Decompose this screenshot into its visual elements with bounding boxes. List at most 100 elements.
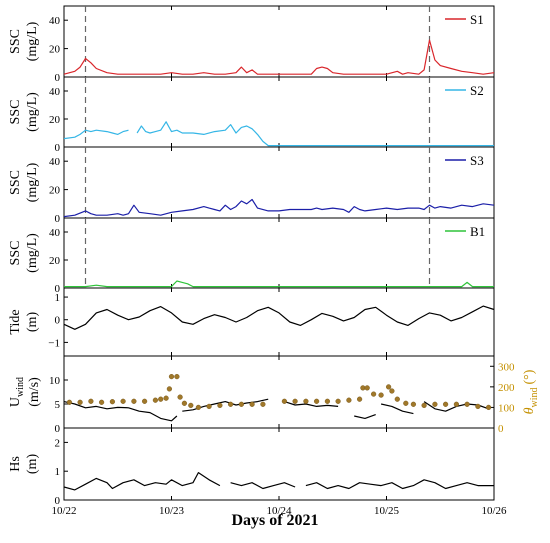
y-axis-title: SSC (mg/L) xyxy=(8,233,40,273)
y-axis-title-line: (mg/L) xyxy=(25,92,40,132)
panel-hs: 0 1 2 Hs (m) xyxy=(8,427,495,507)
series-segment-s2 xyxy=(136,121,494,147)
wind-direction-point xyxy=(475,403,481,410)
y-axis-title: SSC (mg/L) xyxy=(8,162,40,202)
y-tick-label: 5 xyxy=(55,399,61,411)
wind-speed-segment xyxy=(354,414,376,419)
wind-direction-point xyxy=(131,398,137,404)
wind-direction-point xyxy=(66,399,73,405)
wind-direction-point xyxy=(421,402,427,409)
y-tick-label: 0 xyxy=(55,315,61,327)
panel-frame xyxy=(63,355,495,429)
wind-direction-point xyxy=(174,374,180,380)
y-tick-label: 1 xyxy=(55,292,61,304)
wind-direction-point xyxy=(168,374,175,380)
wind-direction-point xyxy=(357,396,363,402)
panel-s3: 0 20 40 SSC (mg/L) S3 xyxy=(8,146,495,225)
wind-direction-point xyxy=(281,398,288,404)
y-axis-title-line: SSC xyxy=(8,241,23,266)
series-line-b1 xyxy=(64,280,494,288)
wind-direction-point xyxy=(346,397,352,403)
y-tick-label: 20 xyxy=(49,114,61,126)
series-segment-s2 xyxy=(63,129,129,140)
right-axis-title-unit: (°) xyxy=(522,369,537,384)
wind-direction-point xyxy=(249,401,255,407)
wind-direction-point xyxy=(77,399,83,405)
wind-direction-point xyxy=(403,400,409,406)
wind-direction-point xyxy=(163,395,169,401)
y-tick-label: 40 xyxy=(49,86,61,98)
right-y-tick-label: 100 xyxy=(498,402,515,414)
y-axis-title: Uwind(m/s) xyxy=(8,377,42,407)
x-tick-label: 10/23 xyxy=(159,505,185,517)
wind-direction-point xyxy=(98,399,105,405)
wind-direction-point xyxy=(324,398,331,404)
wind-direction-point xyxy=(364,385,370,391)
wind-direction-point xyxy=(453,401,460,407)
wind-direction-point xyxy=(378,392,384,398)
y-tick-label: 40 xyxy=(49,227,61,239)
y-tick-label: 20 xyxy=(49,44,61,56)
legend-label: S3 xyxy=(470,153,484,168)
wind-direction-point xyxy=(142,398,148,404)
y-tick-label: 0 xyxy=(55,495,61,507)
series-line-s3 xyxy=(63,198,495,218)
panel-s1: 0 20 40 SSC (mg/L) S1 xyxy=(8,5,495,84)
y-axis-title: SSC (mg/L) xyxy=(8,21,40,61)
y-tick-label: 0 xyxy=(55,423,61,435)
y-tick-label: 0 xyxy=(55,142,61,154)
wind-direction-point xyxy=(371,391,377,397)
right-axis-title: θwind (°) xyxy=(522,369,540,414)
wind-direction-point xyxy=(394,396,400,402)
wind-direction-point xyxy=(410,401,417,407)
wind-direction-point xyxy=(217,402,223,409)
wind-direction-point xyxy=(335,398,341,404)
series-line-tide xyxy=(63,305,495,330)
x-tick-label: 10/26 xyxy=(481,505,507,517)
y-tick-label: 10 xyxy=(49,375,61,387)
y-tick-label: 2 xyxy=(55,437,61,449)
panel-s2: 0 20 40 SSC (mg/L) S2 xyxy=(8,76,495,154)
series-segment-hs xyxy=(230,482,296,490)
right-axis-title-sub: wind xyxy=(529,388,540,408)
wind-direction-point xyxy=(158,396,164,402)
wind-direction-point xyxy=(314,398,320,404)
y-axis-title: Tide (m) xyxy=(8,309,40,334)
series-segment-hs xyxy=(305,479,494,490)
y-axis-title-line: (m) xyxy=(25,454,40,475)
wind-direction-point xyxy=(152,397,159,403)
x-tick-label: 10/24 xyxy=(266,505,292,517)
panel-frame xyxy=(63,287,495,357)
y-axis-title-line: SSC xyxy=(8,100,23,125)
y-axis-title-line: Hs xyxy=(8,456,23,472)
series-line-s1 xyxy=(63,39,495,75)
y-tick-label: −1 xyxy=(48,337,60,349)
wind-direction-point xyxy=(88,398,94,404)
panel-tide: −1 0 1 Tide (m) xyxy=(8,287,495,357)
wind-speed-segment xyxy=(182,398,269,412)
y-axis-title-sub: wind xyxy=(15,377,26,397)
y-tick-label: 0 xyxy=(55,283,61,295)
x-axis-title: Days of 2021 xyxy=(231,512,319,529)
y-axis-title-line: SSC xyxy=(8,29,23,54)
wind-direction-point xyxy=(486,404,492,411)
panel-b1: 0 20 40 SSC (mg/L) B1 xyxy=(8,217,495,295)
wind-direction-point xyxy=(120,398,126,404)
wind-direction-point xyxy=(177,394,183,400)
wind-direction-point xyxy=(188,402,194,409)
legend-label: S2 xyxy=(470,83,484,98)
y-axis-title: Hs (m) xyxy=(8,454,40,475)
legend-label: B1 xyxy=(470,224,485,239)
y-tick-label: 1 xyxy=(55,466,61,478)
wind-direction-point xyxy=(228,401,234,407)
wind-direction-point xyxy=(206,403,212,410)
x-tick-label: 10/22 xyxy=(51,505,76,517)
x-tick-label: 10/25 xyxy=(374,505,400,517)
y-tick-label: 20 xyxy=(49,255,61,267)
y-axis-title-unit: (m/s) xyxy=(27,377,42,407)
y-axis-title-line: (mg/L) xyxy=(25,21,40,61)
panel-frame xyxy=(63,427,495,501)
y-tick-label: 40 xyxy=(49,15,61,27)
wind-speed-segment xyxy=(63,401,178,422)
y-axis-title-line: SSC xyxy=(8,170,23,195)
